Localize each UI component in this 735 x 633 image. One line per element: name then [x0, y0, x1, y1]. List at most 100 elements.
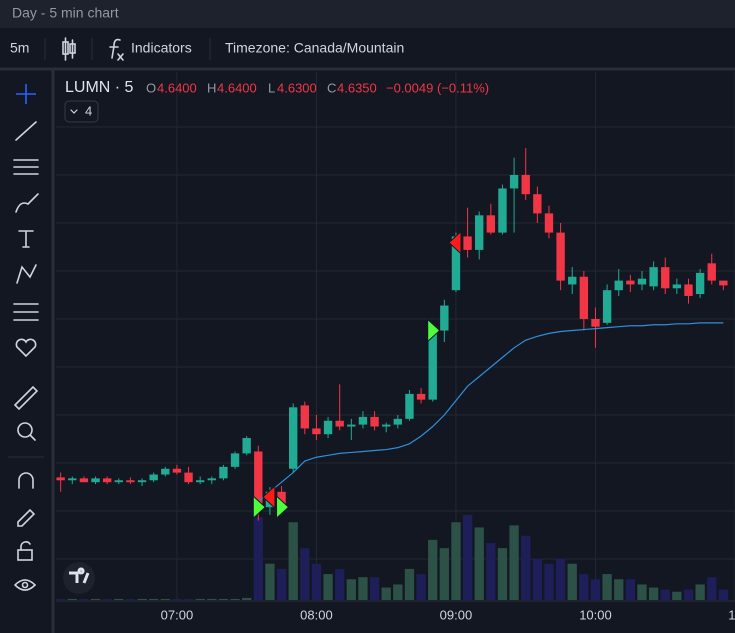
candle-body — [184, 472, 193, 483]
lock-tool[interactable] — [20, 541, 31, 551]
volume-bar — [451, 522, 461, 600]
candle-body — [486, 215, 496, 233]
volume-bar — [718, 589, 729, 600]
volume-bar — [381, 587, 391, 600]
interval-button[interactable]: 5m — [10, 40, 29, 56]
candle-body — [91, 478, 100, 483]
brush-tool[interactable] — [15, 193, 39, 213]
sell-signal — [448, 230, 462, 255]
candle-body — [602, 290, 612, 323]
text-tool[interactable] — [18, 230, 34, 248]
candle-body — [498, 188, 507, 233]
volume-bar — [137, 598, 147, 600]
volume-bar — [416, 574, 426, 600]
volume-bar — [218, 598, 229, 600]
candle-body — [370, 416, 379, 427]
volume-bar — [79, 598, 89, 600]
volume-bar — [358, 577, 368, 600]
volume-bar — [428, 539, 438, 600]
volume-bar — [579, 574, 589, 600]
prediction-tool[interactable] — [13, 303, 39, 321]
volume-bar — [253, 517, 263, 600]
chevron — [70, 109, 78, 114]
legend-value: 4.6350 — [337, 80, 377, 95]
pattern-tool[interactable] — [16, 264, 37, 284]
volume-bar — [474, 527, 484, 600]
x-tick-label: 11 — [728, 607, 735, 622]
candle-body — [451, 236, 461, 291]
volume-bar — [346, 579, 356, 600]
volume-bar — [555, 558, 566, 600]
toolbar — [0, 30, 735, 68]
candle-body — [393, 418, 403, 425]
candle-body — [219, 466, 228, 479]
candle-body — [509, 175, 519, 189]
volume-bar — [288, 522, 298, 600]
candle-body — [195, 480, 205, 483]
volume-bar — [707, 577, 717, 600]
volume-bar — [114, 598, 124, 600]
candle-body — [591, 319, 600, 327]
favorites-tool[interactable] — [15, 338, 37, 358]
symbol: LUMN · 5 — [65, 79, 134, 96]
volume-bar — [439, 548, 449, 600]
trendline-tool[interactable] — [15, 121, 37, 141]
candle-body — [126, 480, 135, 483]
volume-bar — [660, 589, 670, 600]
candle-body — [719, 280, 728, 286]
candle-body — [382, 424, 391, 427]
fib-tool[interactable] — [13, 159, 39, 175]
indicators-button[interactable]: Indicators — [131, 40, 192, 56]
legend-change: −0.0049 (−0.11%) — [386, 80, 489, 95]
legend-value: 4.6300 — [277, 80, 317, 95]
candle-body — [312, 428, 321, 435]
indicator-count: 4 — [85, 103, 92, 118]
candle-body — [207, 478, 216, 481]
lock-drawing-tool[interactable] — [17, 508, 36, 527]
volume-bar — [590, 579, 601, 600]
candle-body — [707, 263, 716, 281]
candle-body — [684, 284, 693, 296]
candle-body — [300, 405, 309, 429]
visibility-tool[interactable] — [21, 581, 29, 589]
volume-bar — [172, 598, 182, 600]
sell-signal — [262, 484, 276, 510]
buy-signal — [276, 495, 290, 520]
zoom-tool[interactable] — [17, 422, 33, 438]
candle-body — [463, 236, 472, 250]
volume-bar — [125, 598, 136, 600]
candle-body — [102, 478, 112, 483]
magnet-tool[interactable] — [18, 472, 34, 489]
legend-value: 4.6400 — [217, 80, 257, 95]
lock-tool[interactable] — [17, 549, 33, 561]
zoom-tool[interactable] — [29, 434, 36, 441]
candle-body — [254, 451, 263, 508]
candle-body — [149, 474, 158, 481]
x-tick-label: 10:00 — [579, 607, 612, 622]
measure-tool[interactable] — [13, 385, 39, 411]
volume-bar — [602, 574, 612, 600]
visibility-tool[interactable] — [14, 579, 37, 591]
volume-bar — [567, 563, 577, 600]
chart-type-button[interactable] — [62, 37, 76, 61]
volume-bar — [311, 563, 322, 600]
candle-body — [672, 284, 682, 289]
candle-body — [556, 232, 565, 281]
vwap-line — [257, 322, 724, 502]
volume-bar — [672, 591, 682, 600]
candle-body — [242, 438, 251, 454]
candle-body — [172, 468, 182, 473]
volume-bar — [90, 598, 101, 600]
candle-body — [288, 407, 298, 469]
volume-bar — [195, 598, 205, 600]
candle-body — [68, 478, 77, 481]
crosshair-tool[interactable] — [16, 84, 36, 104]
volume-bar — [532, 558, 542, 600]
candle-body — [137, 480, 147, 483]
timezone-button[interactable]: Timezone: Canada/Mountain — [225, 40, 404, 56]
volume-bar — [393, 584, 403, 600]
indicator-toggle[interactable] — [64, 100, 99, 123]
